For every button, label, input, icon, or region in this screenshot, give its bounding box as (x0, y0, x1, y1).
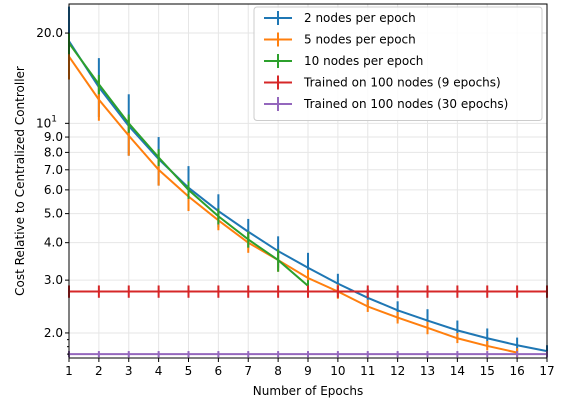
x-tick-label: 6 (215, 364, 223, 378)
x-tick-label: 8 (274, 364, 282, 378)
x-tick-label: 2 (95, 364, 103, 378)
legend-item: 2 nodes per epoch (264, 11, 416, 25)
series-5 (68, 351, 548, 358)
x-tick-label: 1 (65, 364, 73, 378)
legend-box (253, 6, 543, 121)
series-4 (68, 285, 548, 298)
x-tick-label: 14 (450, 364, 465, 378)
legend-label: Trained on 100 nodes (30 epochs) (303, 97, 508, 111)
y-tick-label: 8.0 (44, 145, 63, 159)
legend-label: 2 nodes per epoch (304, 11, 416, 25)
x-tick-label: 10 (330, 364, 345, 378)
x-axis: 1 2 3 4 5 6 7 8 9 10 11 12 13 14 15 16 17 (65, 358, 555, 378)
y-tick-label: 4.0 (44, 236, 63, 250)
legend-label: Trained on 100 nodes (9 epochs) (303, 76, 501, 90)
x-tick-label: 7 (244, 364, 252, 378)
y-tick-label: 5.0 (44, 207, 63, 221)
y-tick-label: 101 (36, 114, 57, 130)
x-tick-label: 16 (509, 364, 524, 378)
x-tick-label: 5 (185, 364, 193, 378)
x-tick-label: 12 (390, 364, 405, 378)
legend-item: Trained on 100 nodes (30 epochs) (264, 97, 508, 111)
legend-item: 10 nodes per epoch (264, 54, 423, 68)
x-tick-label: 15 (480, 364, 495, 378)
x-axis-label: Number of Epochs (253, 384, 363, 398)
legend-label: 10 nodes per epoch (304, 54, 423, 68)
legend-item: 5 nodes per epoch (264, 32, 416, 47)
x-tick-label: 3 (125, 364, 133, 378)
legend: 2 nodes per epoch 5 nodes per epoch 10 nod… (253, 6, 543, 121)
y-tick-label: 9.0 (44, 130, 63, 144)
series-line (68, 55, 518, 354)
y-tick-label: 2.0 (44, 326, 63, 340)
x-tick-label: 11 (360, 364, 375, 378)
x-tick-label: 9 (304, 364, 312, 378)
y-axis-label: Cost Relative to Centralized Controller (13, 66, 27, 296)
x-tick-label: 13 (420, 364, 435, 378)
y-tick-label: 6.0 (44, 183, 63, 197)
y-tick-label: 20.0 (36, 26, 63, 40)
y-tick-label: 7.0 (44, 163, 63, 177)
x-tick-label: 17 (539, 364, 554, 378)
legend-item: Trained on 100 nodes (9 epochs) (264, 75, 501, 90)
x-tick-label: 4 (155, 364, 163, 378)
y-tick-label: 3.0 (44, 273, 63, 287)
legend-label: 5 nodes per epoch (304, 33, 416, 47)
